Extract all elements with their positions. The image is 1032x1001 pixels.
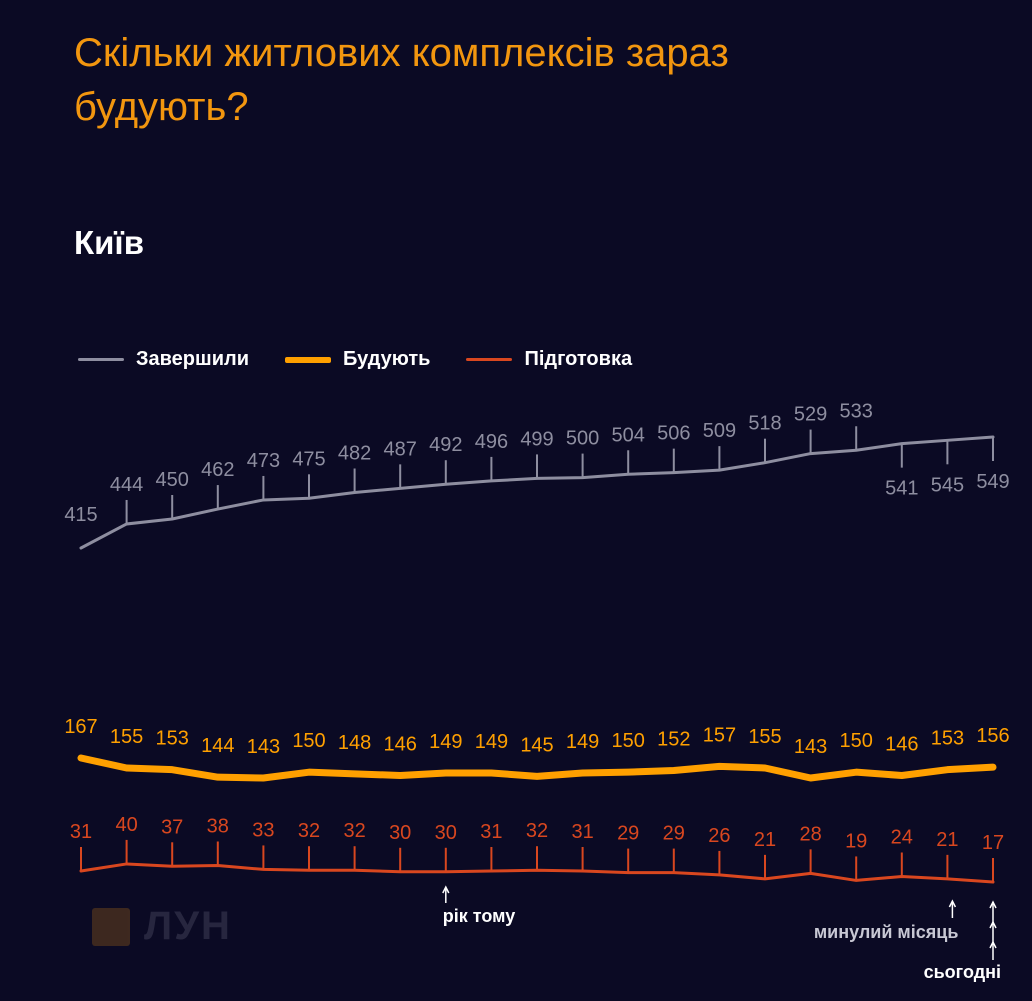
data-label-completed: 415 bbox=[64, 504, 97, 526]
data-label-preparation: 31 bbox=[70, 821, 92, 843]
data-label-completed: 549 bbox=[976, 471, 1009, 493]
data-label-building: 150 bbox=[292, 730, 325, 752]
data-label-building: 146 bbox=[885, 734, 918, 756]
data-label-completed: 450 bbox=[156, 469, 189, 491]
legend-item-preparation: Підготовка bbox=[466, 348, 632, 371]
data-label-building: 156 bbox=[976, 725, 1009, 747]
legend-swatch-preparation bbox=[466, 358, 513, 361]
data-label-completed: 509 bbox=[703, 420, 736, 442]
legend-item-completed: Завершили bbox=[78, 348, 249, 371]
legend-swatch-building bbox=[285, 356, 331, 363]
data-label-preparation: 26 bbox=[708, 825, 730, 847]
data-label-building: 148 bbox=[338, 732, 371, 754]
data-label-completed: 529 bbox=[794, 404, 827, 426]
data-label-building: 155 bbox=[110, 726, 143, 748]
data-label-completed: 504 bbox=[612, 424, 645, 446]
data-label-completed: 506 bbox=[657, 423, 690, 445]
data-label-preparation: 28 bbox=[799, 823, 821, 845]
data-label-building: 149 bbox=[566, 731, 599, 753]
arrow-up-icon bbox=[948, 899, 957, 908]
data-label-preparation: 38 bbox=[207, 816, 229, 838]
legend-item-building: Будують bbox=[285, 348, 430, 371]
data-label-building: 146 bbox=[384, 734, 417, 756]
data-label-preparation: 29 bbox=[663, 823, 685, 845]
data-label-preparation: 24 bbox=[891, 827, 913, 849]
arrow-up-icon bbox=[989, 920, 997, 929]
data-label-completed: 496 bbox=[475, 431, 508, 453]
data-label-building: 150 bbox=[840, 730, 873, 752]
arrow-up-icon bbox=[442, 885, 450, 894]
data-label-building: 149 bbox=[475, 731, 508, 753]
data-label-completed: 533 bbox=[840, 400, 873, 422]
data-label-building: 167 bbox=[64, 716, 97, 738]
legend-swatch-completed bbox=[78, 358, 124, 361]
data-label-completed: 518 bbox=[748, 413, 781, 435]
data-label-building: 155 bbox=[748, 726, 781, 748]
data-label-completed: 482 bbox=[338, 443, 371, 465]
data-label-completed: 487 bbox=[384, 438, 417, 460]
data-label-building: 144 bbox=[201, 735, 234, 757]
data-label-completed: 541 bbox=[885, 478, 918, 500]
data-label-building: 153 bbox=[931, 728, 964, 750]
data-label-building: 143 bbox=[247, 736, 280, 758]
data-label-preparation: 32 bbox=[343, 820, 365, 842]
data-label-completed: 492 bbox=[429, 434, 462, 456]
chart-legend: Завершили Будують Підготовка bbox=[78, 348, 632, 371]
data-label-building: 152 bbox=[657, 729, 690, 751]
data-label-preparation: 31 bbox=[480, 821, 502, 843]
data-label-preparation: 17 bbox=[982, 832, 1004, 854]
data-label-preparation: 32 bbox=[298, 820, 320, 842]
data-label-preparation: 31 bbox=[571, 821, 593, 843]
marker-label-today: сьогодні bbox=[924, 962, 1001, 982]
data-label-building: 150 bbox=[612, 730, 645, 752]
data-label-preparation: 30 bbox=[435, 822, 457, 844]
legend-label-building: Будують bbox=[343, 348, 431, 370]
data-label-building: 145 bbox=[520, 734, 553, 756]
data-label-building: 143 bbox=[794, 736, 827, 758]
logo-icon bbox=[92, 907, 130, 946]
data-label-completed: 475 bbox=[292, 448, 325, 470]
series-line-building bbox=[77, 754, 997, 782]
data-label-preparation: 32 bbox=[526, 820, 548, 842]
data-label-building: 157 bbox=[703, 724, 736, 746]
data-label-completed: 500 bbox=[566, 428, 599, 450]
data-label-preparation: 19 bbox=[845, 830, 867, 852]
data-label-preparation: 33 bbox=[252, 819, 274, 841]
legend-label-completed: Завершили bbox=[136, 348, 249, 370]
marker-label-last-month: минулий місяць bbox=[814, 922, 959, 942]
city-subtitle: Київ bbox=[74, 224, 144, 261]
data-label-completed: 545 bbox=[931, 474, 964, 496]
data-label-preparation: 21 bbox=[754, 829, 776, 851]
arrow-up-icon bbox=[989, 900, 997, 909]
data-label-completed: 462 bbox=[201, 459, 234, 481]
chart-title: Скільки житлових комплексів зараз будуют… bbox=[74, 31, 729, 129]
lun-logo: ЛУН bbox=[92, 904, 232, 949]
data-label-completed: 473 bbox=[247, 450, 280, 472]
marker-label-year-ago: рік тому bbox=[443, 906, 515, 926]
legend-label-preparation: Підготовка bbox=[524, 348, 633, 370]
data-label-completed: 444 bbox=[110, 474, 143, 496]
data-label-preparation: 29 bbox=[617, 823, 639, 845]
data-label-preparation: 21 bbox=[936, 829, 958, 851]
logo-text: ЛУН bbox=[144, 904, 232, 948]
data-label-preparation: 40 bbox=[115, 814, 137, 836]
data-label-completed: 499 bbox=[520, 428, 553, 450]
data-label-building: 153 bbox=[156, 728, 189, 750]
data-label-preparation: 37 bbox=[161, 816, 183, 838]
arrow-up-icon bbox=[989, 940, 997, 949]
data-label-building: 149 bbox=[429, 731, 462, 753]
data-label-preparation: 30 bbox=[389, 822, 411, 844]
